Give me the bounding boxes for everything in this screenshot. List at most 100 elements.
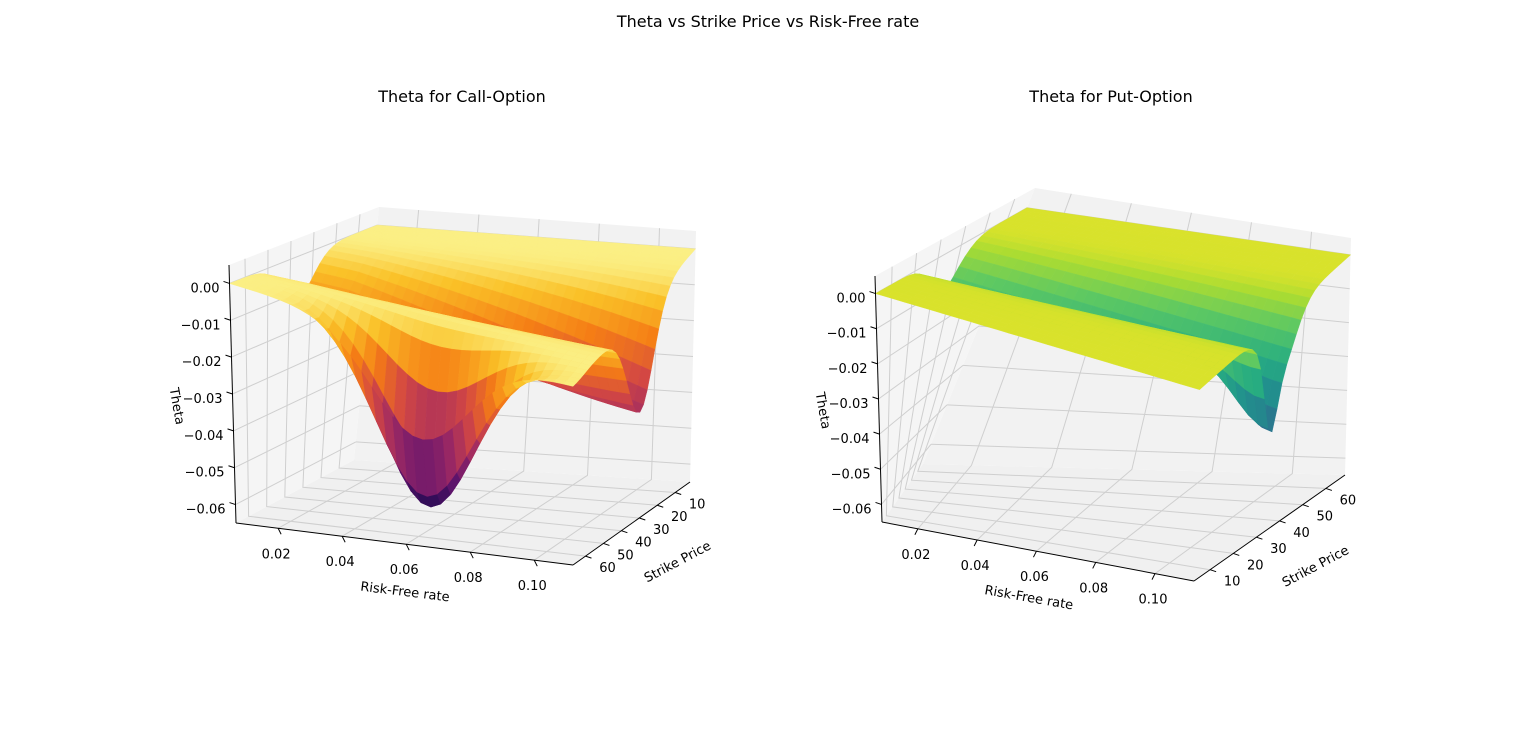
x-tick-label: 0.10 xyxy=(1139,593,1168,608)
x-tick-label: 0.10 xyxy=(518,579,547,594)
z-tick-label: −0.05 xyxy=(185,466,225,481)
x-tick-label: 0.04 xyxy=(961,559,990,574)
y-tick xyxy=(585,555,592,559)
panel-title: Theta for Put-Option xyxy=(1028,87,1192,106)
y-tick xyxy=(675,492,682,495)
x-tick xyxy=(469,551,474,559)
y-tick xyxy=(657,504,664,508)
surface-patch xyxy=(562,380,578,387)
y-tick-label: 20 xyxy=(1247,558,1264,573)
x-tick xyxy=(405,543,410,551)
y-axis-title: Strike Price xyxy=(1280,543,1352,591)
y-tick xyxy=(639,517,646,521)
x-tick-label: 0.06 xyxy=(1020,570,1049,585)
y-tick xyxy=(1325,487,1333,491)
y-axis-line xyxy=(1193,474,1346,582)
floor-pane xyxy=(236,460,690,565)
put-option-panel: 0.02 0.04 0.06 0.08 0.10 10 20 30 40 50 60 0.00 −0.0… xyxy=(812,87,1357,613)
z-tick xyxy=(228,465,235,469)
z-grid-line xyxy=(881,443,932,505)
figure-suptitle: Theta vs Strike Price vs Risk-Free rate xyxy=(616,12,920,31)
y-tick xyxy=(1279,520,1286,524)
z-tick xyxy=(224,317,231,321)
z-grid-line xyxy=(235,441,357,506)
y-grid-line xyxy=(302,232,640,519)
z-grid-line xyxy=(234,405,360,469)
x-tick xyxy=(1032,550,1037,558)
z-tick xyxy=(875,501,882,505)
z-tick xyxy=(869,291,876,295)
z-tick-label: −0.03 xyxy=(183,392,223,407)
z-axis-title: Theta xyxy=(166,386,187,426)
x-tick-label: 0.02 xyxy=(901,548,930,563)
y-tick-label: 50 xyxy=(617,548,634,563)
z-tick-label: −0.06 xyxy=(186,503,226,518)
z-tick-label: −0.03 xyxy=(829,397,869,412)
y-grid-line xyxy=(892,253,1234,554)
x-tick xyxy=(277,528,282,535)
y-grid-line xyxy=(898,239,1257,538)
y-grid-line xyxy=(266,249,604,544)
x-tick xyxy=(1092,562,1097,569)
y-axis-line xyxy=(572,481,691,566)
z-tick xyxy=(873,431,880,435)
z-tick-label: −0.02 xyxy=(828,362,868,377)
z-tick xyxy=(870,326,877,330)
x-axis-title: Risk-Free rate xyxy=(983,583,1074,613)
x-tick xyxy=(533,559,538,567)
z-grid-line xyxy=(878,325,980,400)
z-tick xyxy=(227,428,234,432)
z-tick-label: −0.01 xyxy=(827,327,867,342)
x-tick xyxy=(914,528,919,536)
y-tick-label: 40 xyxy=(1293,526,1310,541)
x-grid-line xyxy=(1154,231,1312,575)
x-tick xyxy=(973,539,978,547)
y-tick-label: 60 xyxy=(1340,493,1357,508)
y-tick-label: 50 xyxy=(1316,510,1333,525)
y-grid-line xyxy=(284,240,622,532)
x-tick-label: 0.04 xyxy=(326,555,355,570)
z-grid-line xyxy=(879,365,964,435)
z-grid-line xyxy=(930,443,1346,459)
z-tick xyxy=(226,391,233,395)
tick-labels: 0.02 0.04 0.06 0.08 0.10 10 20 30 40 50 60 0.00 −0.0… xyxy=(827,291,1357,608)
x-tick-label: 0.06 xyxy=(390,563,419,578)
z-tick-label: −0.06 xyxy=(832,502,872,517)
y-tick xyxy=(603,542,610,546)
y-tick xyxy=(1302,504,1309,508)
theta-surface xyxy=(228,224,697,508)
y-tick-label: 40 xyxy=(635,536,652,551)
y-tick-label: 10 xyxy=(1224,575,1241,590)
y-tick-label: 30 xyxy=(653,523,670,538)
z-grid-line xyxy=(962,364,1348,391)
y-tick-label: 60 xyxy=(599,561,616,576)
z-tick xyxy=(223,280,230,284)
z-tick xyxy=(874,466,881,470)
z-tick-label: −0.05 xyxy=(831,467,871,482)
y-tick xyxy=(1209,569,1217,573)
y-grid-line xyxy=(885,266,1211,571)
y-tick-label: 30 xyxy=(1270,542,1287,557)
y-tick-label: 20 xyxy=(671,510,688,525)
panel-title: Theta for Call-Option xyxy=(377,87,546,106)
y-tick xyxy=(1233,552,1240,556)
z-tick-label: −0.01 xyxy=(181,318,221,333)
x-tick-label: 0.08 xyxy=(1079,581,1108,596)
x-tick-label: 0.02 xyxy=(262,547,291,562)
z-tick xyxy=(871,361,878,365)
floor-pane xyxy=(882,464,1345,581)
x-axis-line xyxy=(881,521,1195,582)
x-axis-line xyxy=(235,522,574,566)
surface-patch xyxy=(1189,382,1205,390)
z-tick-label: −0.02 xyxy=(182,355,222,370)
x-tick xyxy=(1151,573,1156,580)
z-tick xyxy=(872,396,879,400)
z-grid-line xyxy=(946,404,1347,425)
z-grid-line xyxy=(233,369,364,432)
z-tick-label: −0.04 xyxy=(830,432,870,447)
z-tick-label: 0.00 xyxy=(191,281,220,296)
z-tick xyxy=(225,354,232,358)
